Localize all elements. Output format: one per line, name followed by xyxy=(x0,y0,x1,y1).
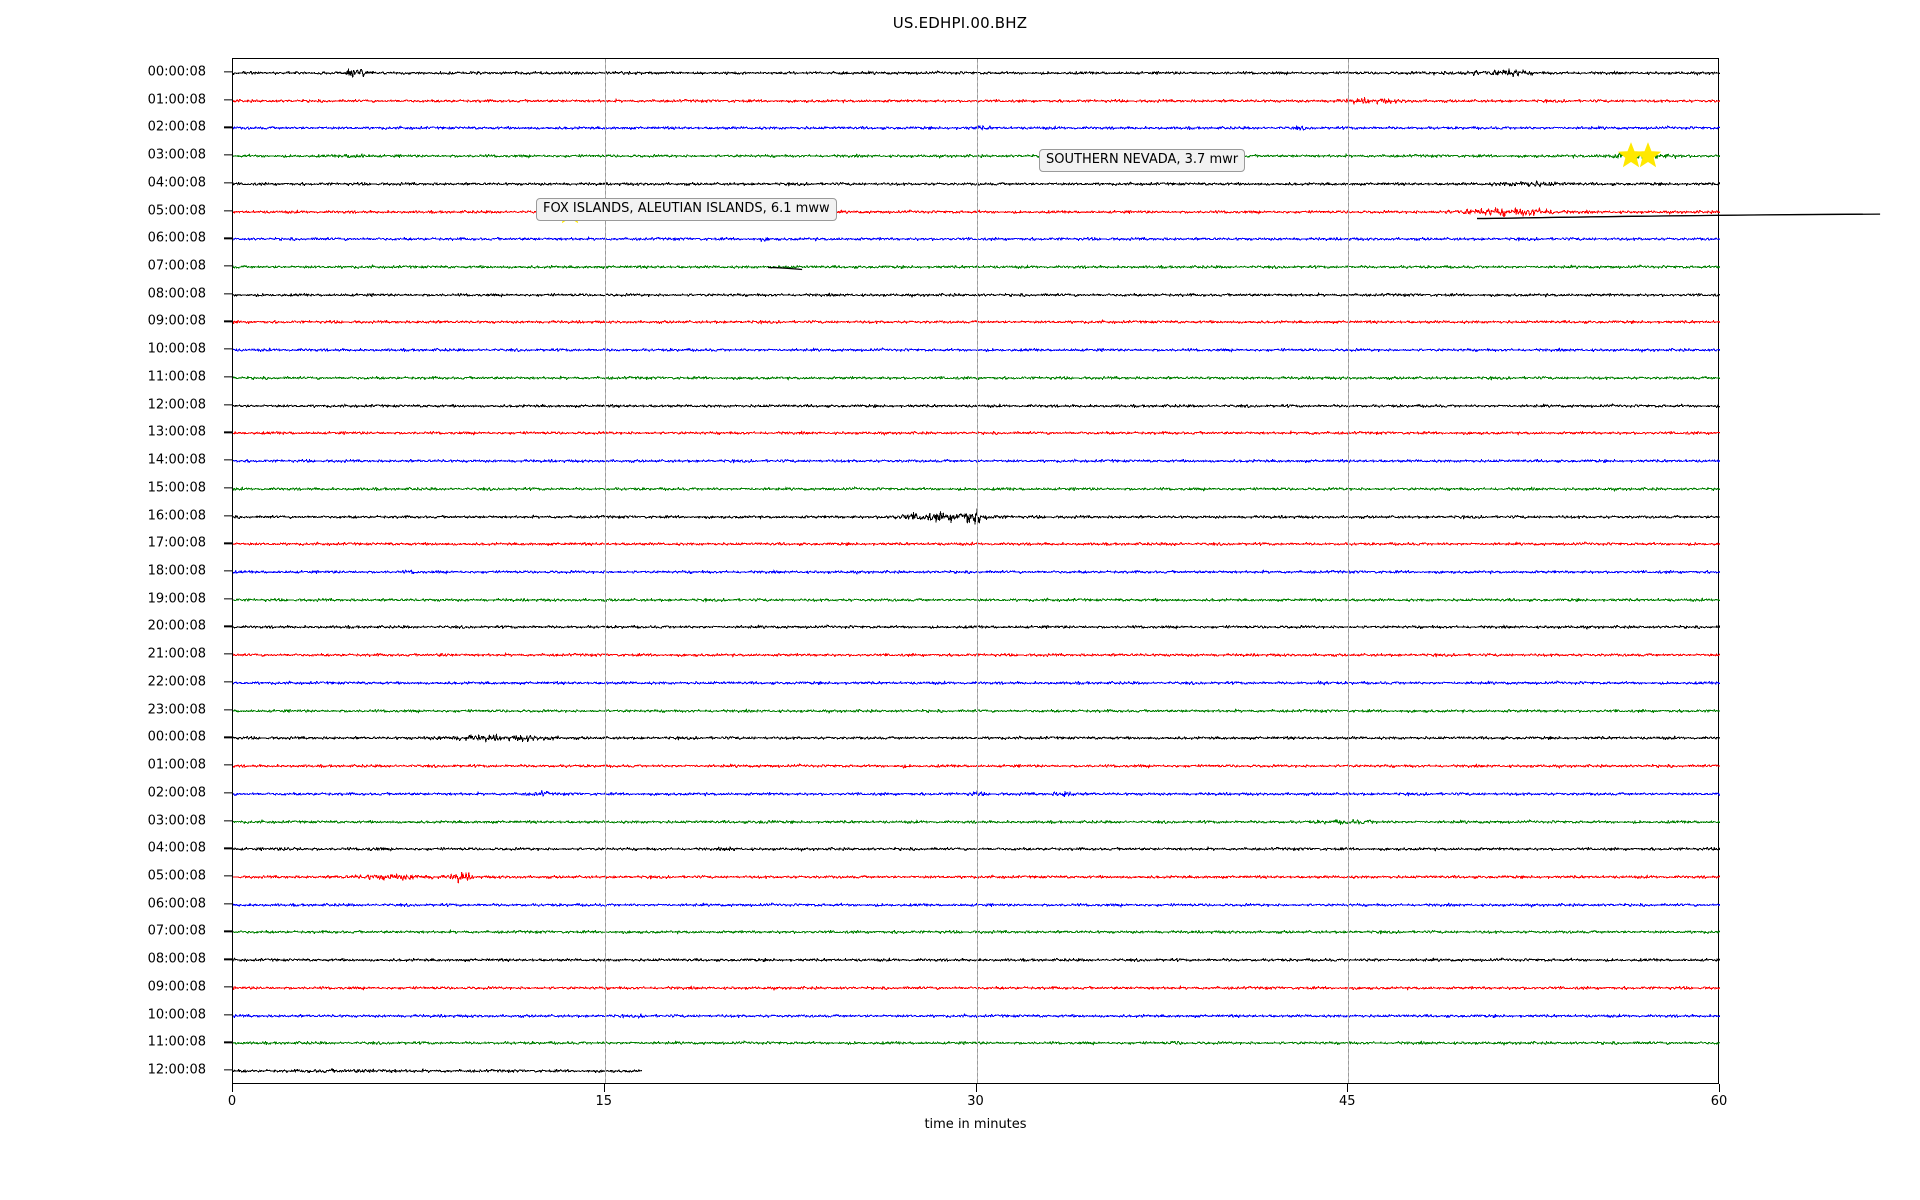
y-tick-mark xyxy=(224,598,232,600)
y-tick-mark xyxy=(224,182,232,184)
x-tick-label: 30 xyxy=(967,1094,984,1109)
x-tick-mark xyxy=(975,1084,977,1092)
y-tick-mark xyxy=(224,792,232,794)
x-axis: 0 15 30 45 60 xyxy=(228,1084,1727,1124)
y-tick-mark xyxy=(224,986,232,988)
annotation-label: FOX ISLANDS, ALEUTIAN ISLANDS, 6.1 mww xyxy=(536,198,837,221)
page-title: US.EDHPI.00.BHZ xyxy=(892,14,1028,32)
y-tick-label: 09:00:08 xyxy=(147,979,206,995)
y-axis-labels: 00:00:08 01:00:08 02:00:08 03:00:08 04:00:08… xyxy=(0,0,224,1200)
y-tick-label: 07:00:08 xyxy=(147,258,206,274)
y-tick-label: 07:00:08 xyxy=(147,923,206,939)
gridline-30 xyxy=(976,59,978,1083)
y-tick-label: 23:00:08 xyxy=(147,702,206,718)
y-tick-label: 13:00:08 xyxy=(147,424,206,440)
y-tick-mark xyxy=(224,542,232,544)
y-tick-label: 01:00:08 xyxy=(147,92,206,108)
y-tick-label: 01:00:08 xyxy=(147,757,206,773)
y-tick-mark xyxy=(224,459,232,461)
y-tick-label: 18:00:08 xyxy=(147,563,206,579)
gridline-15 xyxy=(604,59,606,1083)
plot-area: FOX ISLANDS, ALEUTIAN ISLANDS, 6.1 mww SO… xyxy=(232,58,1881,1084)
y-tick-mark xyxy=(224,237,232,239)
x-tick-mark xyxy=(603,1084,605,1092)
y-tick-label: 05:00:08 xyxy=(147,203,206,218)
y-tick-label: 22:00:08 xyxy=(147,674,206,690)
y-tick-label: 15:00:08 xyxy=(147,480,206,496)
y-tick-mark xyxy=(224,376,232,378)
y-tick-mark xyxy=(224,514,232,517)
y-tick-label: 10:00:08 xyxy=(147,341,206,357)
y-tick-mark xyxy=(224,708,232,711)
y-tick-mark xyxy=(224,126,232,128)
y-tick-mark xyxy=(224,875,232,877)
y-tick-mark xyxy=(224,903,232,905)
y-tick-label: 03:00:08 xyxy=(147,813,206,829)
y-tick-label: 14:00:08 xyxy=(147,452,206,468)
y-tick-label: 06:00:08 xyxy=(147,896,206,912)
y-tick-label: 16:00:08 xyxy=(147,508,206,524)
y-tick-mark xyxy=(224,71,232,73)
y-tick-mark xyxy=(224,653,232,655)
y-tick-label: 20:00:08 xyxy=(147,618,206,634)
x-tick-mark xyxy=(232,1084,233,1092)
y-tick-mark xyxy=(224,265,232,267)
y-tick-label: 05:00:08 xyxy=(147,868,206,884)
y-tick-mark xyxy=(224,736,232,739)
y-tick-mark xyxy=(224,764,232,766)
y-tick-label: 11:00:08 xyxy=(147,369,206,385)
x-tick-label: 45 xyxy=(1338,1094,1356,1109)
y-tick-label: 06:00:08 xyxy=(147,230,206,246)
y-tick-label: 08:00:08 xyxy=(147,286,206,302)
y-tick-mark xyxy=(224,1041,232,1044)
y-tick-label: 12:00:08 xyxy=(147,397,206,413)
y-tick-mark xyxy=(224,1069,232,1071)
y-tick-label: 00:00:08 xyxy=(147,64,206,80)
y-tick-label: 03:00:08 xyxy=(147,147,206,163)
y-tick-mark xyxy=(224,681,232,683)
y-tick-label: 04:00:08 xyxy=(147,840,206,856)
annotation-leader-line xyxy=(1476,213,1863,220)
y-tick-label: 04:00:08 xyxy=(147,175,206,191)
x-tick-mark xyxy=(1347,1084,1349,1092)
y-tick-label: 08:00:08 xyxy=(147,951,206,967)
annotation-leader-line xyxy=(767,266,803,271)
x-tick-label: 15 xyxy=(595,1094,613,1109)
y-tick-label: 00:00:08 xyxy=(147,729,206,745)
y-tick-mark xyxy=(224,293,232,295)
y-tick-label: 09:00:08 xyxy=(147,313,206,329)
y-tick-mark xyxy=(224,819,232,822)
annotation-leader-line xyxy=(1476,213,1881,220)
y-tick-mark xyxy=(224,348,232,350)
y-tick-mark xyxy=(224,154,232,156)
y-tick-label: 17:00:08 xyxy=(147,535,206,551)
y-tick-mark xyxy=(224,1014,232,1016)
x-axis-label: time in minutes xyxy=(924,1117,1027,1132)
y-tick-mark xyxy=(224,320,232,323)
annotation-leader-lines xyxy=(767,213,1881,271)
y-tick-label: 02:00:08 xyxy=(147,119,206,135)
y-tick-label: 02:00:08 xyxy=(147,785,206,801)
y-tick-mark xyxy=(224,847,232,849)
y-tick-mark xyxy=(224,958,232,960)
y-tick-mark xyxy=(224,930,232,933)
y-tick-label: 21:00:08 xyxy=(147,646,206,662)
y-tick-mark xyxy=(224,403,232,406)
y-tick-label: 12:00:08 xyxy=(147,1062,206,1078)
y-tick-mark xyxy=(224,98,232,101)
annotation-label: SOUTHERN NEVADA, 3.7 mwr xyxy=(1039,149,1246,172)
y-tick-mark xyxy=(224,209,232,212)
x-tick-label: 60 xyxy=(1710,1094,1728,1109)
x-tick-label: 0 xyxy=(227,1094,237,1109)
y-tick-label: 19:00:08 xyxy=(147,591,206,607)
y-tick-mark xyxy=(224,431,232,433)
y-tick-label: 11:00:08 xyxy=(147,1034,206,1050)
y-tick-mark xyxy=(224,487,232,489)
y-tick-mark xyxy=(224,625,232,628)
y-tick-mark xyxy=(224,570,232,572)
gridline-45 xyxy=(1348,59,1350,1083)
x-tick-mark xyxy=(1719,1084,1720,1092)
y-tick-label: 10:00:08 xyxy=(147,1007,206,1023)
